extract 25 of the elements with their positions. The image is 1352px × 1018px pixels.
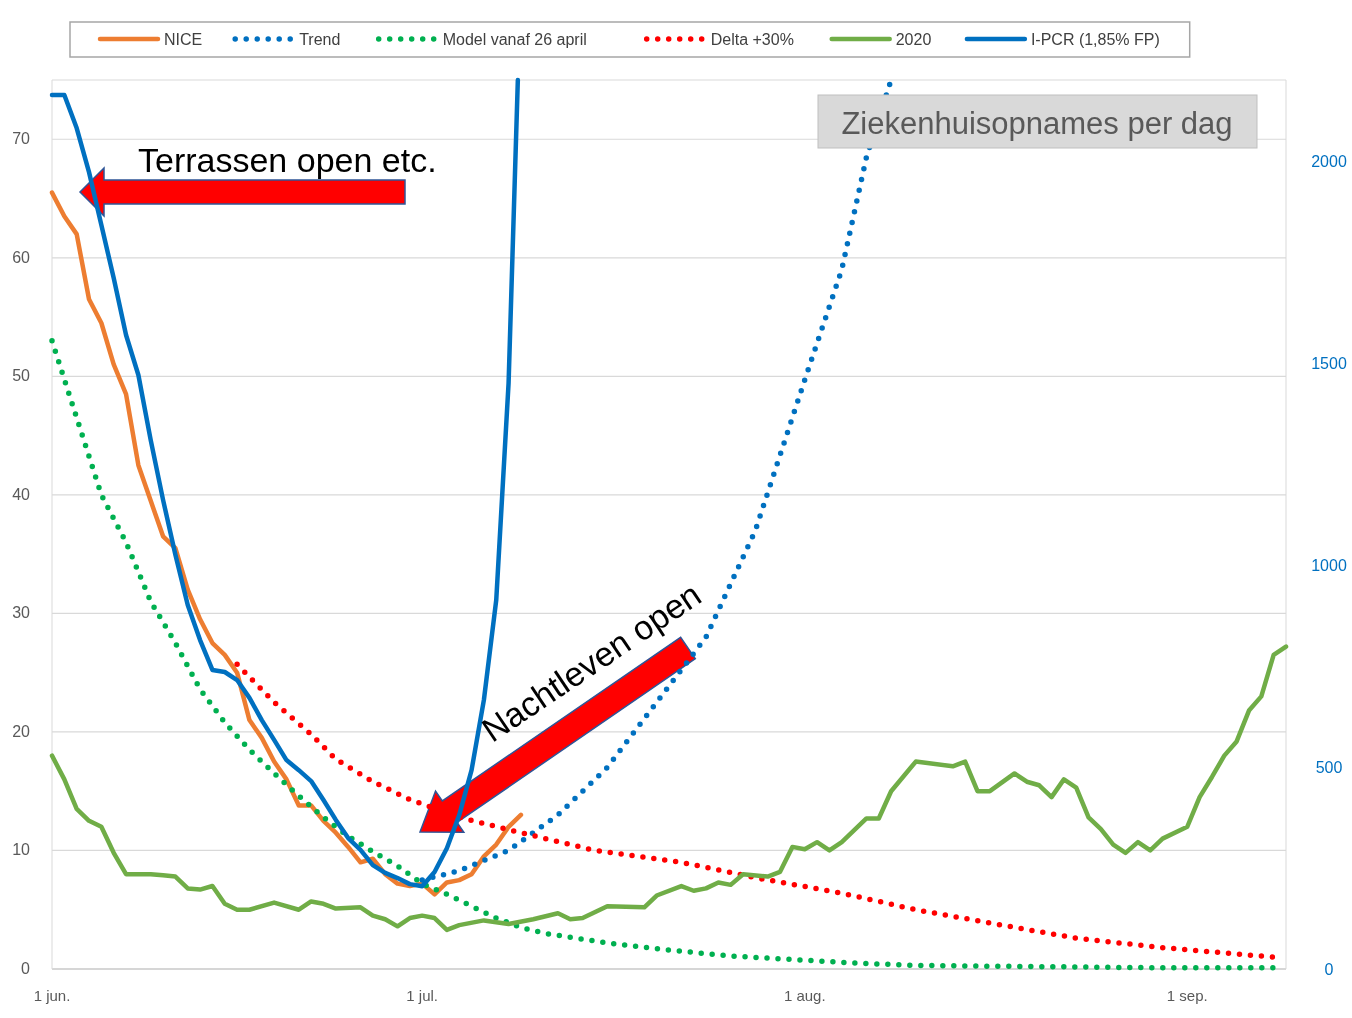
text: Ziekenhuisopnames per dag xyxy=(841,106,1233,141)
legend-label: Delta +30% xyxy=(710,31,794,48)
legend-label: NICE xyxy=(164,31,203,48)
y-tick-label: 60 xyxy=(12,248,31,266)
legend-label: 2020 xyxy=(895,31,932,48)
y-tick-label: 20 xyxy=(12,722,31,740)
y2-tick-label: 0 xyxy=(1324,961,1334,978)
legend-label: Model vanaf 26 april xyxy=(442,31,587,48)
y-tick-label: 50 xyxy=(12,367,31,385)
y-tick-label: 0 xyxy=(21,960,31,977)
x-tick-label: 1 aug. xyxy=(783,987,826,1004)
legend-label: Trend xyxy=(299,31,341,48)
y2-tick-label: 2000 xyxy=(1311,152,1347,170)
y2-tick-label: 1500 xyxy=(1311,354,1347,372)
y-tick-label: 40 xyxy=(12,485,31,503)
x-tick-label: 1 jun. xyxy=(33,987,71,1004)
y-tick-label: 70 xyxy=(12,130,31,148)
legend-label: I-PCR (1,85% FP) xyxy=(1030,31,1160,48)
x-tick-label: 1 jul. xyxy=(406,987,439,1004)
y2-tick-label: 1000 xyxy=(1311,556,1347,574)
y2-tick-label: 500 xyxy=(1315,758,1343,776)
y-tick-label: 30 xyxy=(12,604,31,622)
x-tick-label: 1 sep. xyxy=(1166,987,1208,1004)
y-tick-label: 10 xyxy=(12,841,31,859)
annotation: Terrassen open etc. xyxy=(138,141,437,179)
